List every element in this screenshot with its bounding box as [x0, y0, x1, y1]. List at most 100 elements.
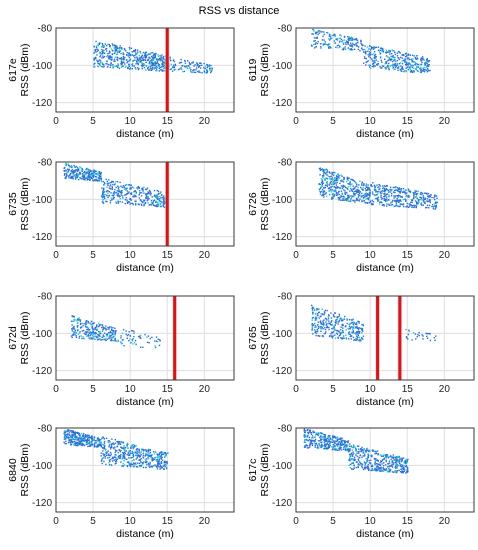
data-point: [108, 179, 110, 181]
data-point: [352, 331, 355, 333]
data-point: [132, 343, 134, 345]
data-point: [373, 194, 376, 196]
data-point: [381, 50, 383, 53]
data-point: [344, 42, 347, 44]
data-point: [407, 64, 409, 66]
data-point: [332, 314, 335, 316]
data-point: [155, 69, 157, 72]
data-point: [309, 443, 311, 446]
data-point: [96, 437, 99, 440]
data-point: [369, 51, 372, 54]
data-point: [367, 456, 369, 459]
data-point: [412, 58, 414, 60]
data-point: [343, 179, 345, 181]
data-point: [74, 434, 76, 436]
data-point: [394, 466, 396, 469]
data-point: [101, 458, 103, 460]
data-point: [387, 189, 389, 191]
data-point: [147, 66, 150, 68]
data-point: [210, 64, 212, 67]
data-point: [388, 468, 390, 470]
data-point: [166, 463, 168, 465]
data-point: [402, 468, 404, 470]
data-point: [134, 67, 136, 69]
data-point: [73, 170, 75, 172]
data-point: [88, 434, 90, 437]
data-point: [350, 197, 353, 199]
data-point: [106, 334, 108, 337]
data-point: [322, 193, 324, 196]
data-point: [371, 200, 373, 202]
data-point: [70, 170, 73, 172]
data-point: [345, 186, 347, 189]
data-point: [402, 457, 405, 459]
data-point: [422, 58, 424, 60]
data-point: [191, 71, 193, 73]
data-point: [335, 322, 337, 324]
data-point: [343, 185, 345, 188]
data-point: [103, 442, 106, 444]
data-point: [143, 66, 146, 69]
data-point: [409, 203, 411, 206]
data-point: [364, 193, 366, 195]
data-point: [318, 32, 321, 34]
data-point: [129, 185, 131, 187]
data-point: [87, 436, 90, 438]
data-point: [383, 193, 385, 195]
data-point: [379, 185, 381, 187]
data-point: [162, 205, 165, 208]
data-point: [133, 332, 135, 334]
data-point: [146, 68, 149, 70]
data-point: [122, 456, 125, 458]
data-point: [383, 205, 385, 207]
data-point: [350, 44, 353, 46]
data-point: [152, 202, 154, 204]
scatter-points: [63, 429, 169, 470]
threshold-line: [165, 162, 169, 246]
data-point: [76, 169, 78, 171]
data-point: [134, 444, 136, 447]
data-point: [180, 61, 183, 64]
data-point: [357, 191, 360, 193]
data-point: [401, 460, 403, 462]
data-point: [349, 455, 351, 458]
data-point: [113, 65, 115, 68]
data-point: [110, 339, 112, 342]
data-point: [87, 437, 90, 439]
data-point: [341, 180, 343, 182]
data-point: [356, 452, 358, 455]
data-point: [368, 48, 370, 50]
data-point: [86, 179, 88, 181]
data-point: [362, 451, 365, 453]
data-point: [135, 196, 137, 198]
data-point: [325, 326, 328, 329]
data-point: [126, 453, 128, 456]
data-point: [328, 315, 330, 317]
data-point: [348, 338, 350, 340]
data-point: [407, 53, 409, 55]
data-point: [85, 443, 88, 445]
data-point: [114, 330, 117, 332]
data-point: [91, 172, 93, 175]
data-point: [391, 464, 393, 466]
data-point: [396, 195, 399, 197]
data-point: [121, 465, 123, 467]
data-point: [128, 464, 130, 466]
data-point: [112, 443, 114, 445]
data-point: [353, 44, 355, 46]
data-point: [100, 441, 102, 443]
data-point: [108, 43, 110, 46]
data-point: [186, 67, 188, 69]
data-point: [131, 340, 134, 342]
data-point: [135, 191, 137, 194]
data-point: [67, 438, 70, 440]
data-point: [121, 447, 123, 450]
data-point: [353, 193, 356, 195]
data-point: [117, 65, 119, 67]
data-point: [121, 58, 123, 60]
data-point: [354, 194, 356, 196]
data-point: [360, 43, 363, 45]
data-point: [340, 190, 343, 192]
data-point: [352, 330, 354, 332]
data-point: [159, 455, 161, 457]
